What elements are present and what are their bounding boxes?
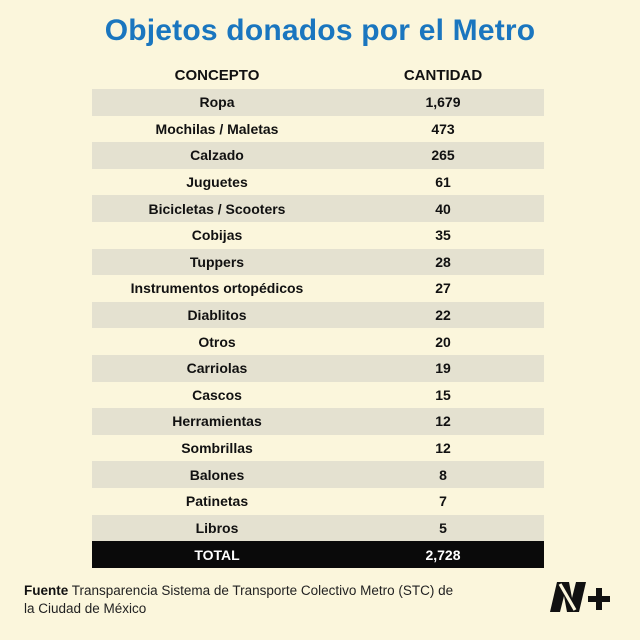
- cell-quantity: 28: [435, 253, 451, 270]
- page-title: Objetos donados por el Metro: [104, 14, 536, 47]
- table-row: Otros 20: [92, 328, 544, 355]
- cell-quantity: 35: [435, 227, 451, 244]
- cell-quantity: 12: [435, 440, 451, 457]
- table-row: Tuppers 28: [92, 248, 544, 276]
- cell-quantity: 19: [435, 360, 451, 377]
- cell-quantity: 27: [435, 280, 451, 297]
- donations-table: CONCEPTO CANTIDAD Ropa 1,679 Mochilas / Ma…: [92, 62, 544, 569]
- cell-concept: Juguetes: [186, 174, 248, 191]
- total-label: TOTAL: [194, 546, 240, 563]
- cell-quantity: 12: [435, 413, 451, 430]
- cell-concept: Diablitos: [187, 307, 247, 324]
- source-note: Fuente Transparencia Sistema de Transpor…: [24, 582, 464, 618]
- cell-quantity: 40: [435, 200, 451, 217]
- cell-quantity: 265: [431, 147, 455, 164]
- total-value: 2,728: [425, 546, 461, 563]
- cell-concept: Cobijas: [191, 227, 243, 244]
- table-row: Juguetes 61: [92, 169, 544, 196]
- table-row: Herramientas 12: [92, 408, 544, 435]
- cell-concept: Sombrillas: [181, 440, 253, 457]
- cell-quantity: 5: [439, 519, 447, 536]
- cell-concept: Calzado: [190, 147, 244, 164]
- cell-quantity: 7: [439, 493, 447, 510]
- table-row: Calzado 265: [92, 142, 544, 169]
- cell-quantity: 22: [435, 307, 451, 324]
- cell-concept: Balones: [189, 466, 245, 483]
- table-row: Mochilas / Maletas 473: [92, 116, 544, 143]
- cell-quantity: 473: [431, 120, 455, 137]
- cell-concept: Tuppers: [189, 253, 245, 270]
- cell-concept: Patinetas: [185, 493, 249, 510]
- cell-concept: Carriolas: [186, 360, 248, 377]
- cell-quantity: 8: [439, 466, 447, 483]
- cell-concept: Ropa: [199, 94, 235, 111]
- table-row: Patinetas 7: [92, 488, 544, 515]
- cell-concept: Instrumentos ortopédicos: [130, 280, 304, 297]
- table-row: Cascos 15: [92, 382, 544, 409]
- n-plus-logo-icon: [550, 582, 610, 612]
- cell-concept: Herramientas: [172, 413, 262, 430]
- table-row: Balones 8: [92, 461, 544, 488]
- cell-concept: Cascos: [192, 386, 242, 403]
- source-label: Fuente: [24, 583, 69, 598]
- total-row: TOTAL 2,728: [92, 541, 544, 569]
- table-row: Diablitos 22: [92, 301, 544, 329]
- table-row: Libros 5: [92, 514, 544, 542]
- cell-quantity: 1,679: [425, 94, 461, 111]
- table-row: Instrumentos ortopédicos 27: [92, 275, 544, 302]
- table-row: Ropa 1,679: [92, 89, 544, 116]
- cell-concept: Bicicletas / Scooters: [148, 200, 286, 217]
- cell-concept: Otros: [198, 333, 236, 350]
- table-row: Cobijas 35: [92, 222, 544, 249]
- table-row: Sombrillas 12: [92, 435, 544, 462]
- table-header: CONCEPTO CANTIDAD: [92, 62, 544, 88]
- table-body: Ropa 1,679 Mochilas / Maletas 473 Calzado 265…: [92, 89, 544, 542]
- table-row: Bicicletas / Scooters 40: [92, 195, 544, 222]
- table-row: Carriolas 19: [92, 354, 544, 382]
- cell-concept: Libros: [195, 519, 239, 536]
- cell-quantity: 20: [435, 333, 451, 350]
- header-quantity: CANTIDAD: [403, 66, 483, 84]
- cell-quantity: 15: [435, 386, 451, 403]
- source-text: Transparencia Sistema de Transporte Cole…: [24, 583, 454, 616]
- header-concept: CONCEPTO: [174, 66, 260, 84]
- cell-quantity: 61: [435, 174, 451, 191]
- cell-concept: Mochilas / Maletas: [155, 120, 279, 137]
